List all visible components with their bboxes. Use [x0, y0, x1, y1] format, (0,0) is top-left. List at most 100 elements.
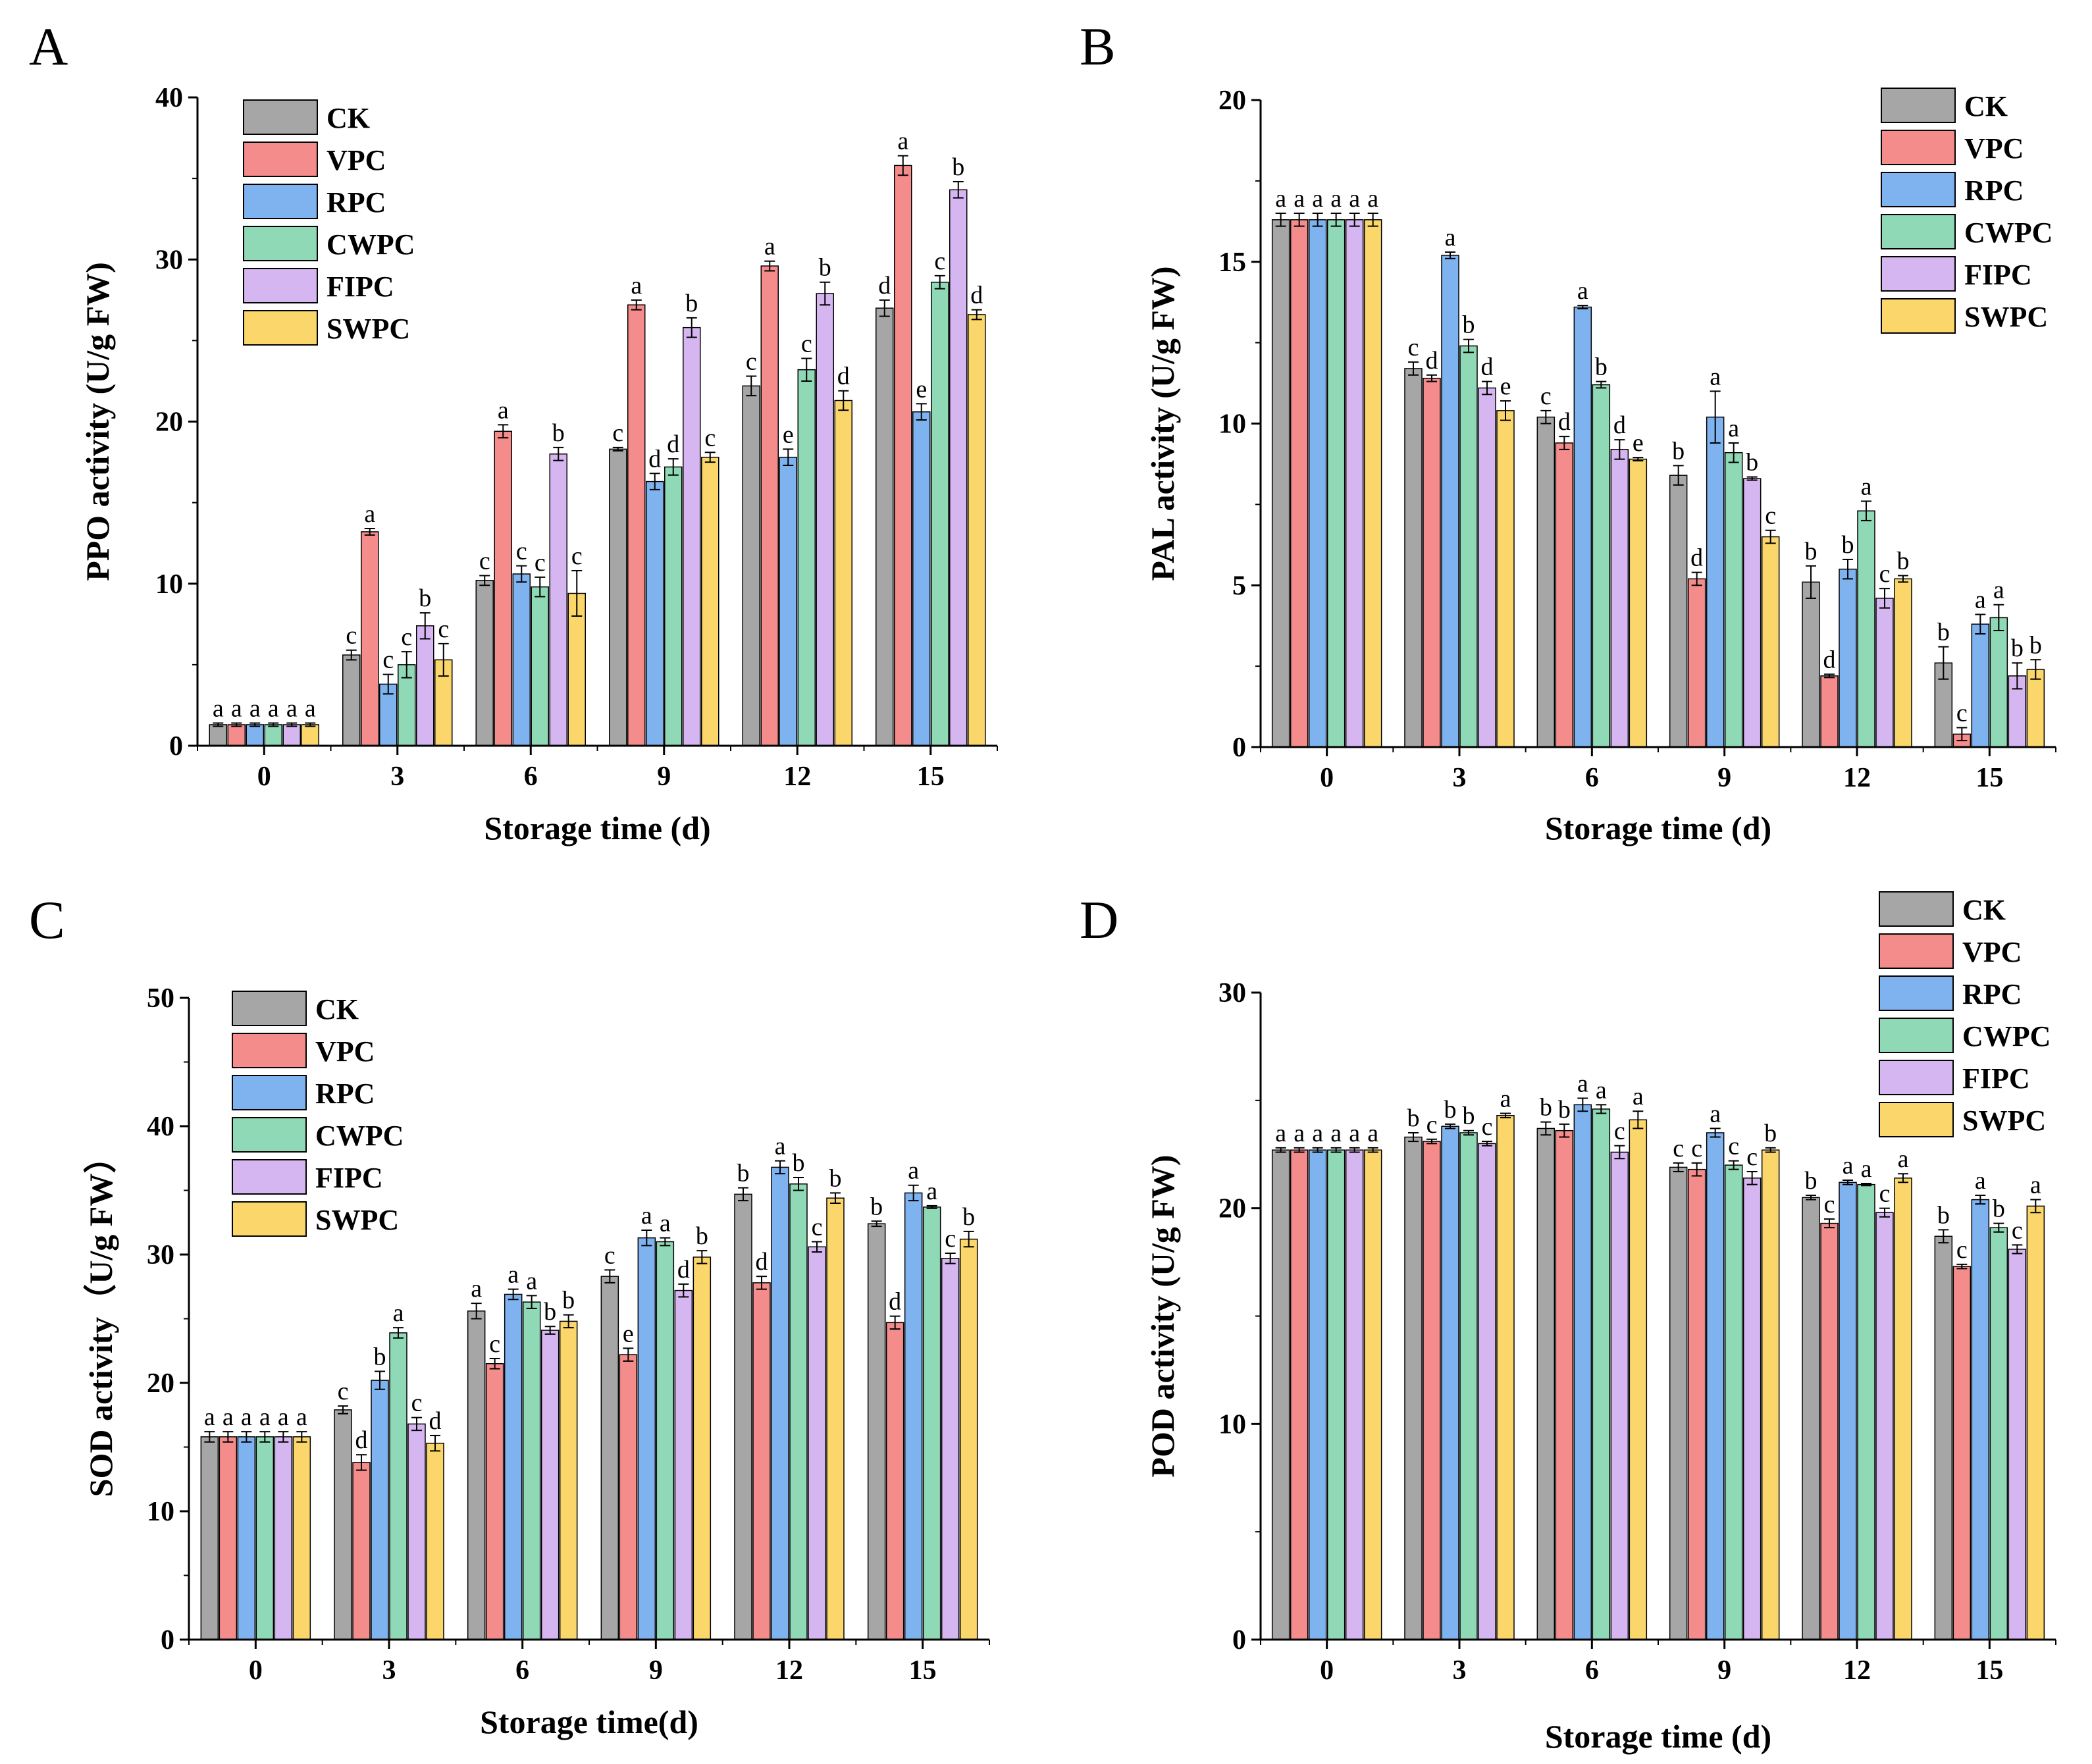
- x-tick-label: 15: [909, 1655, 937, 1686]
- y-tick-label: 50: [147, 983, 174, 1014]
- bar: [656, 1241, 675, 1640]
- significance-letter: c: [801, 330, 812, 357]
- significance-letter: b: [552, 419, 565, 447]
- significance-letter: a: [1294, 185, 1305, 213]
- significance-letter: b: [1897, 548, 1910, 575]
- legend-swatch: [232, 1033, 307, 1068]
- y-tick-label: 10: [155, 569, 183, 600]
- significance-letter: a: [1445, 224, 1456, 251]
- significance-letter: a: [249, 695, 261, 723]
- bar: [1875, 1212, 1894, 1640]
- significance-letter: c: [1879, 1180, 1891, 1208]
- bar: [549, 454, 567, 746]
- x-tick-label: 15: [1975, 763, 2003, 793]
- significance-letter: b: [1937, 1201, 1950, 1229]
- bar: [292, 1436, 311, 1640]
- x-tick-label: 15: [917, 762, 945, 792]
- legend-swatch: [243, 184, 318, 219]
- bar: [282, 724, 301, 746]
- significance-letter: b: [1805, 538, 1817, 565]
- significance-letter: c: [516, 538, 527, 565]
- y-tick-label: 20: [1218, 86, 1246, 116]
- legend-swatch: [1879, 933, 1954, 969]
- significance-letter: a: [1275, 185, 1286, 213]
- significance-letter: b: [1746, 449, 1758, 477]
- bar: [701, 456, 719, 746]
- bar: [522, 1301, 541, 1640]
- significance-letter: c: [438, 615, 449, 643]
- significance-letter: d: [878, 272, 891, 299]
- significance-letter: d: [889, 1288, 901, 1316]
- bar: [609, 448, 627, 746]
- bar: [1629, 458, 1648, 748]
- significance-letter: a: [1993, 577, 2004, 604]
- chart-B: Baccbbbaddddcaaaabaabbaaaaddbcbaeecbb051…: [1080, 16, 2056, 846]
- bar: [1290, 1149, 1309, 1640]
- legend-swatch: [1879, 975, 1954, 1011]
- y-tick-label: 15: [1218, 247, 1246, 278]
- bar: [389, 1332, 407, 1640]
- significance-letter: a: [908, 1157, 919, 1185]
- legend-swatch: [1879, 1018, 1954, 1053]
- x-axis-label: Storage time (d): [484, 810, 710, 846]
- bar: [1802, 581, 1820, 748]
- bar: [361, 531, 379, 746]
- significance-letter: c: [489, 1330, 500, 1358]
- legend-label: CK: [315, 993, 359, 1025]
- significance-letter: c: [1879, 560, 1891, 588]
- y-tick-label: 5: [1232, 571, 1246, 601]
- significance-letter: c: [479, 547, 490, 575]
- x-tick-label: 12: [1843, 1655, 1871, 1686]
- significance-letter: b: [1463, 311, 1475, 339]
- legend: CK VPC RPC CWPC FIPC SWPC: [232, 991, 404, 1237]
- legend-label: FIPC: [315, 1162, 383, 1194]
- y-tick-label: 40: [155, 83, 183, 113]
- bar: [1404, 368, 1423, 748]
- panel-letter: A: [29, 16, 68, 76]
- y-tick-label: 30: [1218, 978, 1246, 1008]
- x-tick-label: 9: [1717, 763, 1731, 793]
- x-tick-label: 9: [657, 762, 671, 792]
- bar: [619, 1354, 638, 1640]
- legend-label: RPC: [327, 186, 386, 219]
- bar: [931, 281, 949, 746]
- significance-letter: c: [812, 1214, 823, 1241]
- bar: [1820, 1222, 1839, 1640]
- bar: [1459, 345, 1478, 748]
- significance-letter: a: [1710, 1100, 1721, 1128]
- bar: [1573, 1104, 1592, 1640]
- significance-letter: a: [1596, 1076, 1607, 1104]
- significance-letter: b: [2029, 631, 2042, 659]
- significance-letter: b: [562, 1287, 575, 1314]
- bar: [834, 400, 852, 746]
- bar: [1724, 452, 1743, 748]
- x-tick-label: 3: [382, 1655, 396, 1686]
- bar: [683, 326, 701, 746]
- bar: [1592, 1108, 1611, 1640]
- legend-swatch: [232, 1201, 307, 1237]
- significance-letter: a: [1843, 1152, 1854, 1180]
- bar: [416, 625, 434, 746]
- bar: [2026, 1205, 2045, 1640]
- significance-letter: c: [401, 623, 412, 651]
- significance-letter: c: [1824, 1191, 1835, 1218]
- bar: [504, 1293, 523, 1640]
- legend-swatch: [243, 310, 318, 346]
- legend-swatch: [243, 268, 318, 303]
- significance-letter: d: [1823, 646, 1836, 673]
- bar: [816, 293, 834, 746]
- significance-letter: a: [1975, 1167, 1986, 1195]
- significance-letter: a: [1330, 1120, 1342, 1147]
- y-tick-label: 20: [1218, 1194, 1246, 1224]
- legend-label: SWPC: [315, 1204, 399, 1236]
- legend-label: FIPC: [1964, 259, 2032, 291]
- bar: [1706, 1132, 1725, 1640]
- x-tick-label: 12: [1843, 763, 1871, 793]
- significance-letter: b: [1805, 1167, 1817, 1195]
- significance-letter: a: [286, 695, 298, 723]
- bar: [637, 1237, 656, 1640]
- bar: [885, 1322, 904, 1640]
- significance-letter: c: [746, 348, 757, 376]
- legend-swatch: [243, 226, 318, 261]
